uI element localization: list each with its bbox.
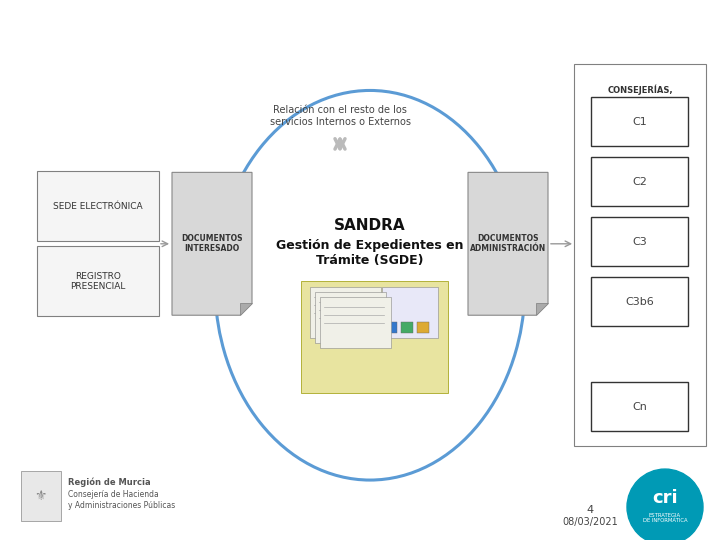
FancyBboxPatch shape [401,322,413,333]
Text: C2: C2 [632,177,647,187]
FancyBboxPatch shape [591,157,688,206]
Text: C3b6: C3b6 [625,297,654,307]
FancyBboxPatch shape [591,382,688,431]
Text: C1: C1 [632,117,647,127]
FancyBboxPatch shape [37,171,159,241]
Text: 08/03/2021: 08/03/2021 [562,517,618,527]
FancyBboxPatch shape [417,322,429,333]
FancyBboxPatch shape [320,297,390,348]
FancyBboxPatch shape [591,217,688,266]
FancyBboxPatch shape [382,287,438,338]
Polygon shape [172,172,252,315]
FancyBboxPatch shape [591,277,688,326]
FancyBboxPatch shape [310,287,380,338]
FancyBboxPatch shape [21,471,61,521]
Text: ⚜: ⚜ [35,489,48,503]
Text: Cn: Cn [632,402,647,411]
Text: REGISTRO
PRESENCIAL: REGISTRO PRESENCIAL [71,272,126,291]
FancyBboxPatch shape [315,292,385,343]
Text: Gestión de Expedientes en
Trámite (SGDE): Gestión de Expedientes en Trámite (SGDE) [276,239,464,267]
Text: SEDE ELECTRÓNICA: SEDE ELECTRÓNICA [53,202,143,211]
Text: ESTRATEGIA
DE INFORMÁTICA: ESTRATEGIA DE INFORMÁTICA [643,512,688,523]
Polygon shape [536,303,548,315]
Text: Consejería de Hacienda: Consejería de Hacienda [68,490,158,498]
FancyBboxPatch shape [384,322,397,333]
Text: cri: cri [652,489,678,507]
Polygon shape [240,303,252,315]
Text: SANDRA: SANDRA [334,218,406,233]
Text: DOCUMENTOS
INTERESADO: DOCUMENTOS INTERESADO [181,234,243,253]
Circle shape [627,469,703,540]
FancyBboxPatch shape [574,64,706,446]
Text: y Administraciones Públicas: y Administraciones Públicas [68,501,175,510]
Text: Relación con el resto de los
servicios Internos o Externos: Relación con el resto de los servicios I… [269,105,410,127]
Polygon shape [468,172,548,315]
FancyBboxPatch shape [37,246,159,316]
FancyBboxPatch shape [301,281,448,393]
Text: 4: 4 [586,505,593,515]
FancyBboxPatch shape [591,97,688,146]
Text: CONSEJERÍAS,
ORGANISMOS
Y ENTES: CONSEJERÍAS, ORGANISMOS Y ENTES [607,85,672,116]
Text: DOCUMENTOS
ADMINISTRACIÓN: DOCUMENTOS ADMINISTRACIÓN [470,234,546,253]
Text: Plan Estratégico de Administración Electrónica de la CARM (PAECARM): Plan Estratégico de Administración Elect… [9,11,593,30]
Text: Región de Murcia: Región de Murcia [68,477,150,487]
Text: C3: C3 [632,237,647,247]
